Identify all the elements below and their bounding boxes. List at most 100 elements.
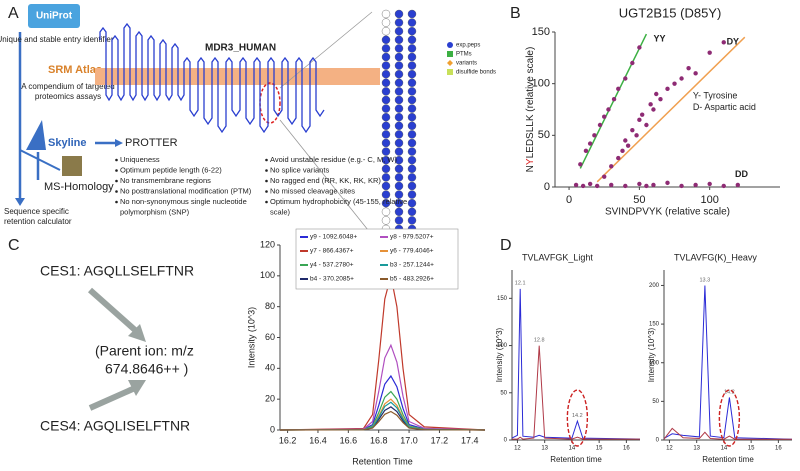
residue xyxy=(407,9,417,19)
point xyxy=(707,50,712,55)
x-axis-label: Retention time xyxy=(702,455,754,464)
criterion: No splice variants xyxy=(270,165,329,174)
bullet xyxy=(265,169,268,172)
residue xyxy=(407,95,417,105)
residue xyxy=(381,78,391,88)
point xyxy=(620,148,625,154)
zoom-line xyxy=(279,119,373,236)
residue xyxy=(394,181,404,191)
point xyxy=(651,107,656,112)
highlight xyxy=(259,82,281,124)
residue xyxy=(407,130,417,139)
point xyxy=(609,182,614,188)
point xyxy=(602,174,607,179)
residue xyxy=(407,27,417,36)
x-tick-label: 17.0 xyxy=(400,435,418,445)
y-tick-label: 50 xyxy=(538,129,550,141)
legend-label: b3 - 257.1244+ xyxy=(390,262,434,269)
trace xyxy=(279,275,486,431)
point xyxy=(609,164,614,169)
chart: 16.2 16.4 16.6 16.8 17.0 17.2 17.4 0 20 40 60 80 100… xyxy=(246,228,486,466)
x-axis-label: Retention time xyxy=(550,455,602,464)
panel-label: C xyxy=(8,237,20,254)
residue xyxy=(381,121,391,131)
residue xyxy=(394,164,404,174)
criterion: No posttranslational modification (PTM) xyxy=(120,186,252,195)
arrow-head xyxy=(15,198,25,206)
residue xyxy=(394,147,404,156)
legend-label: y8 - 979.5207+ xyxy=(390,234,434,241)
residue xyxy=(407,18,417,27)
bullet xyxy=(265,158,268,162)
residue xyxy=(407,155,417,165)
y-tick-label: 0 xyxy=(504,438,508,444)
point xyxy=(634,133,639,138)
criterion: scale) xyxy=(270,207,291,216)
legend-label: y9 - 1092.6048+ xyxy=(310,234,357,241)
chart-title: TVLAVFGK_Light xyxy=(522,252,593,262)
point xyxy=(654,91,659,97)
x-tick-label: 13 xyxy=(541,446,548,452)
point xyxy=(679,76,684,81)
bullet xyxy=(265,179,268,183)
point xyxy=(597,122,603,128)
fit-line xyxy=(579,33,648,169)
residue xyxy=(381,87,391,96)
residue xyxy=(394,44,404,53)
trace xyxy=(512,345,640,440)
point xyxy=(658,96,663,102)
residue xyxy=(407,138,417,148)
residue xyxy=(381,138,391,148)
residue xyxy=(407,44,417,53)
x-tick-label: 12 xyxy=(666,446,673,452)
residue xyxy=(394,112,404,122)
residue xyxy=(394,18,404,27)
y-tick-label: 100 xyxy=(260,270,275,280)
residue xyxy=(381,27,391,36)
point xyxy=(594,183,600,189)
fit-line xyxy=(596,36,746,183)
residue xyxy=(381,181,391,191)
residue xyxy=(394,87,404,96)
residue xyxy=(407,69,417,79)
y-tick-label: 100 xyxy=(532,78,550,90)
y-axis-label: NYLEDSLLK (relative scale) xyxy=(525,47,536,173)
criterion: No transmembrane regions xyxy=(120,176,211,185)
ms-homology: MS-Homology xyxy=(44,181,114,193)
point xyxy=(616,155,621,161)
highlight xyxy=(566,389,589,447)
point xyxy=(693,71,698,76)
legend-swatch xyxy=(447,60,453,66)
criterion: No non-synonymous single nucleotide xyxy=(120,197,247,206)
legend-label: b5 - 483.2926+ xyxy=(390,276,434,283)
point xyxy=(665,86,670,92)
point xyxy=(707,181,712,187)
y-tick-label: 0 xyxy=(656,438,660,444)
point xyxy=(630,60,635,66)
residue xyxy=(381,61,391,70)
legend-label: y4 - 537.2780+ xyxy=(310,262,354,269)
legend-text: variants xyxy=(456,61,477,67)
y-axis-label-part: Y xyxy=(525,158,536,165)
residue xyxy=(394,69,404,79)
residue xyxy=(381,130,391,139)
srm-atlas: SRM Atlas xyxy=(48,64,102,76)
residue xyxy=(381,207,391,217)
residue xyxy=(407,78,417,88)
residue xyxy=(394,207,404,217)
point xyxy=(602,114,607,119)
residue xyxy=(381,173,391,182)
residue xyxy=(381,147,391,156)
topology: MDR3_HUMAN exp.peps PTMs variants disulf… xyxy=(95,9,496,236)
point xyxy=(623,138,628,143)
point xyxy=(573,182,579,188)
legend-swatch xyxy=(447,69,453,75)
residue xyxy=(394,52,404,62)
x-tick-label: 100 xyxy=(701,194,719,206)
panel-label: A xyxy=(8,5,19,22)
arrow xyxy=(88,287,137,333)
panel-label: D xyxy=(500,237,512,254)
y-tick-label: 60 xyxy=(265,332,275,342)
criterion: No missed cleavage sites xyxy=(270,186,355,195)
x-axis-label: Retention Time xyxy=(352,456,413,466)
